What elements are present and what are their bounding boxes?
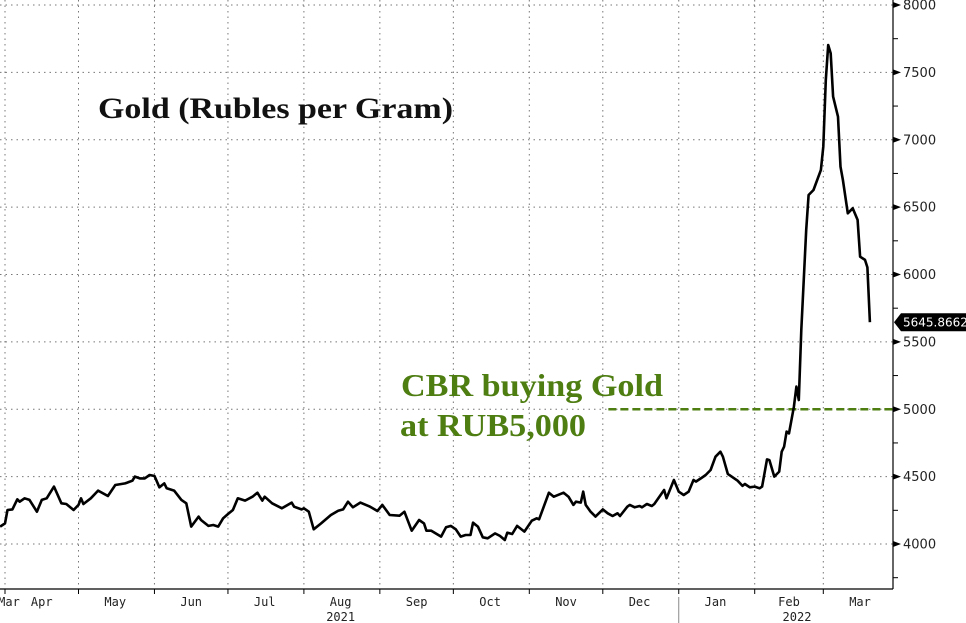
x-tick-label: Sep	[406, 595, 428, 609]
annotation-line-2: at RUB5,000	[400, 407, 586, 443]
y-tick-arrow	[893, 2, 901, 8]
x-tick-label: May	[104, 595, 126, 609]
y-tick-label: 8000	[903, 0, 936, 14]
annotation-line-1: CBR buying Gold	[401, 367, 663, 403]
y-tick-label: 7500	[903, 66, 936, 81]
gridlines	[0, 0, 893, 589]
x-tick-label: Jan	[705, 595, 727, 609]
x-tick-label: Nov	[555, 595, 577, 609]
last-value-badge-shape	[894, 313, 966, 332]
y-tick-label: 4500	[903, 470, 936, 485]
x-tick-label: Dec	[629, 595, 651, 609]
y-tick-arrow	[893, 473, 901, 480]
y-tick-label: 7000	[903, 133, 936, 148]
y-tick-label: 6500	[903, 201, 936, 216]
y-axis-ticks: 4000 4500 5000 5500 6000 6500 7000 7500 8000	[893, 0, 936, 579]
x-tick-label: Oct	[479, 595, 501, 609]
y-tick-arrow	[893, 204, 901, 211]
x-tick-label: Mar	[0, 595, 20, 609]
chart-title: Gold (Rubles per Gram)	[98, 92, 453, 125]
last-value-label: 5645.8662	[903, 316, 966, 330]
y-tick-label: 5000	[903, 403, 936, 418]
y-tick-label: 6000	[903, 268, 936, 283]
y-tick-arrow	[893, 541, 901, 547]
y-tick-arrow	[893, 338, 901, 345]
year-label: 2021	[326, 610, 355, 623]
x-tick-label: Jun	[180, 595, 202, 609]
last-value-badge: 5645.8662	[894, 313, 966, 332]
y-tick-arrow	[893, 271, 901, 278]
x-tick-label: Mar	[849, 595, 871, 609]
y-tick-arrow	[893, 69, 901, 76]
x-tick-label: Feb	[778, 595, 800, 609]
y-tick-label: 4000	[903, 538, 936, 553]
axes	[0, 0, 894, 590]
x-tick-label: Apr	[31, 595, 53, 609]
x-tick-label: Jul	[254, 595, 276, 609]
x-tick-label: Aug	[330, 595, 352, 609]
y-tick-label: 5500	[903, 335, 936, 350]
y-tick-arrow	[893, 136, 901, 143]
year-label: 2022	[783, 610, 812, 623]
x-axis-ticks: Mar Apr May Jun Jul Aug Sep Oct Nov Dec Jan Feb Mar 2…	[0, 589, 871, 623]
gold-price-line	[0, 43, 872, 542]
y-tick-arrow	[893, 406, 901, 413]
